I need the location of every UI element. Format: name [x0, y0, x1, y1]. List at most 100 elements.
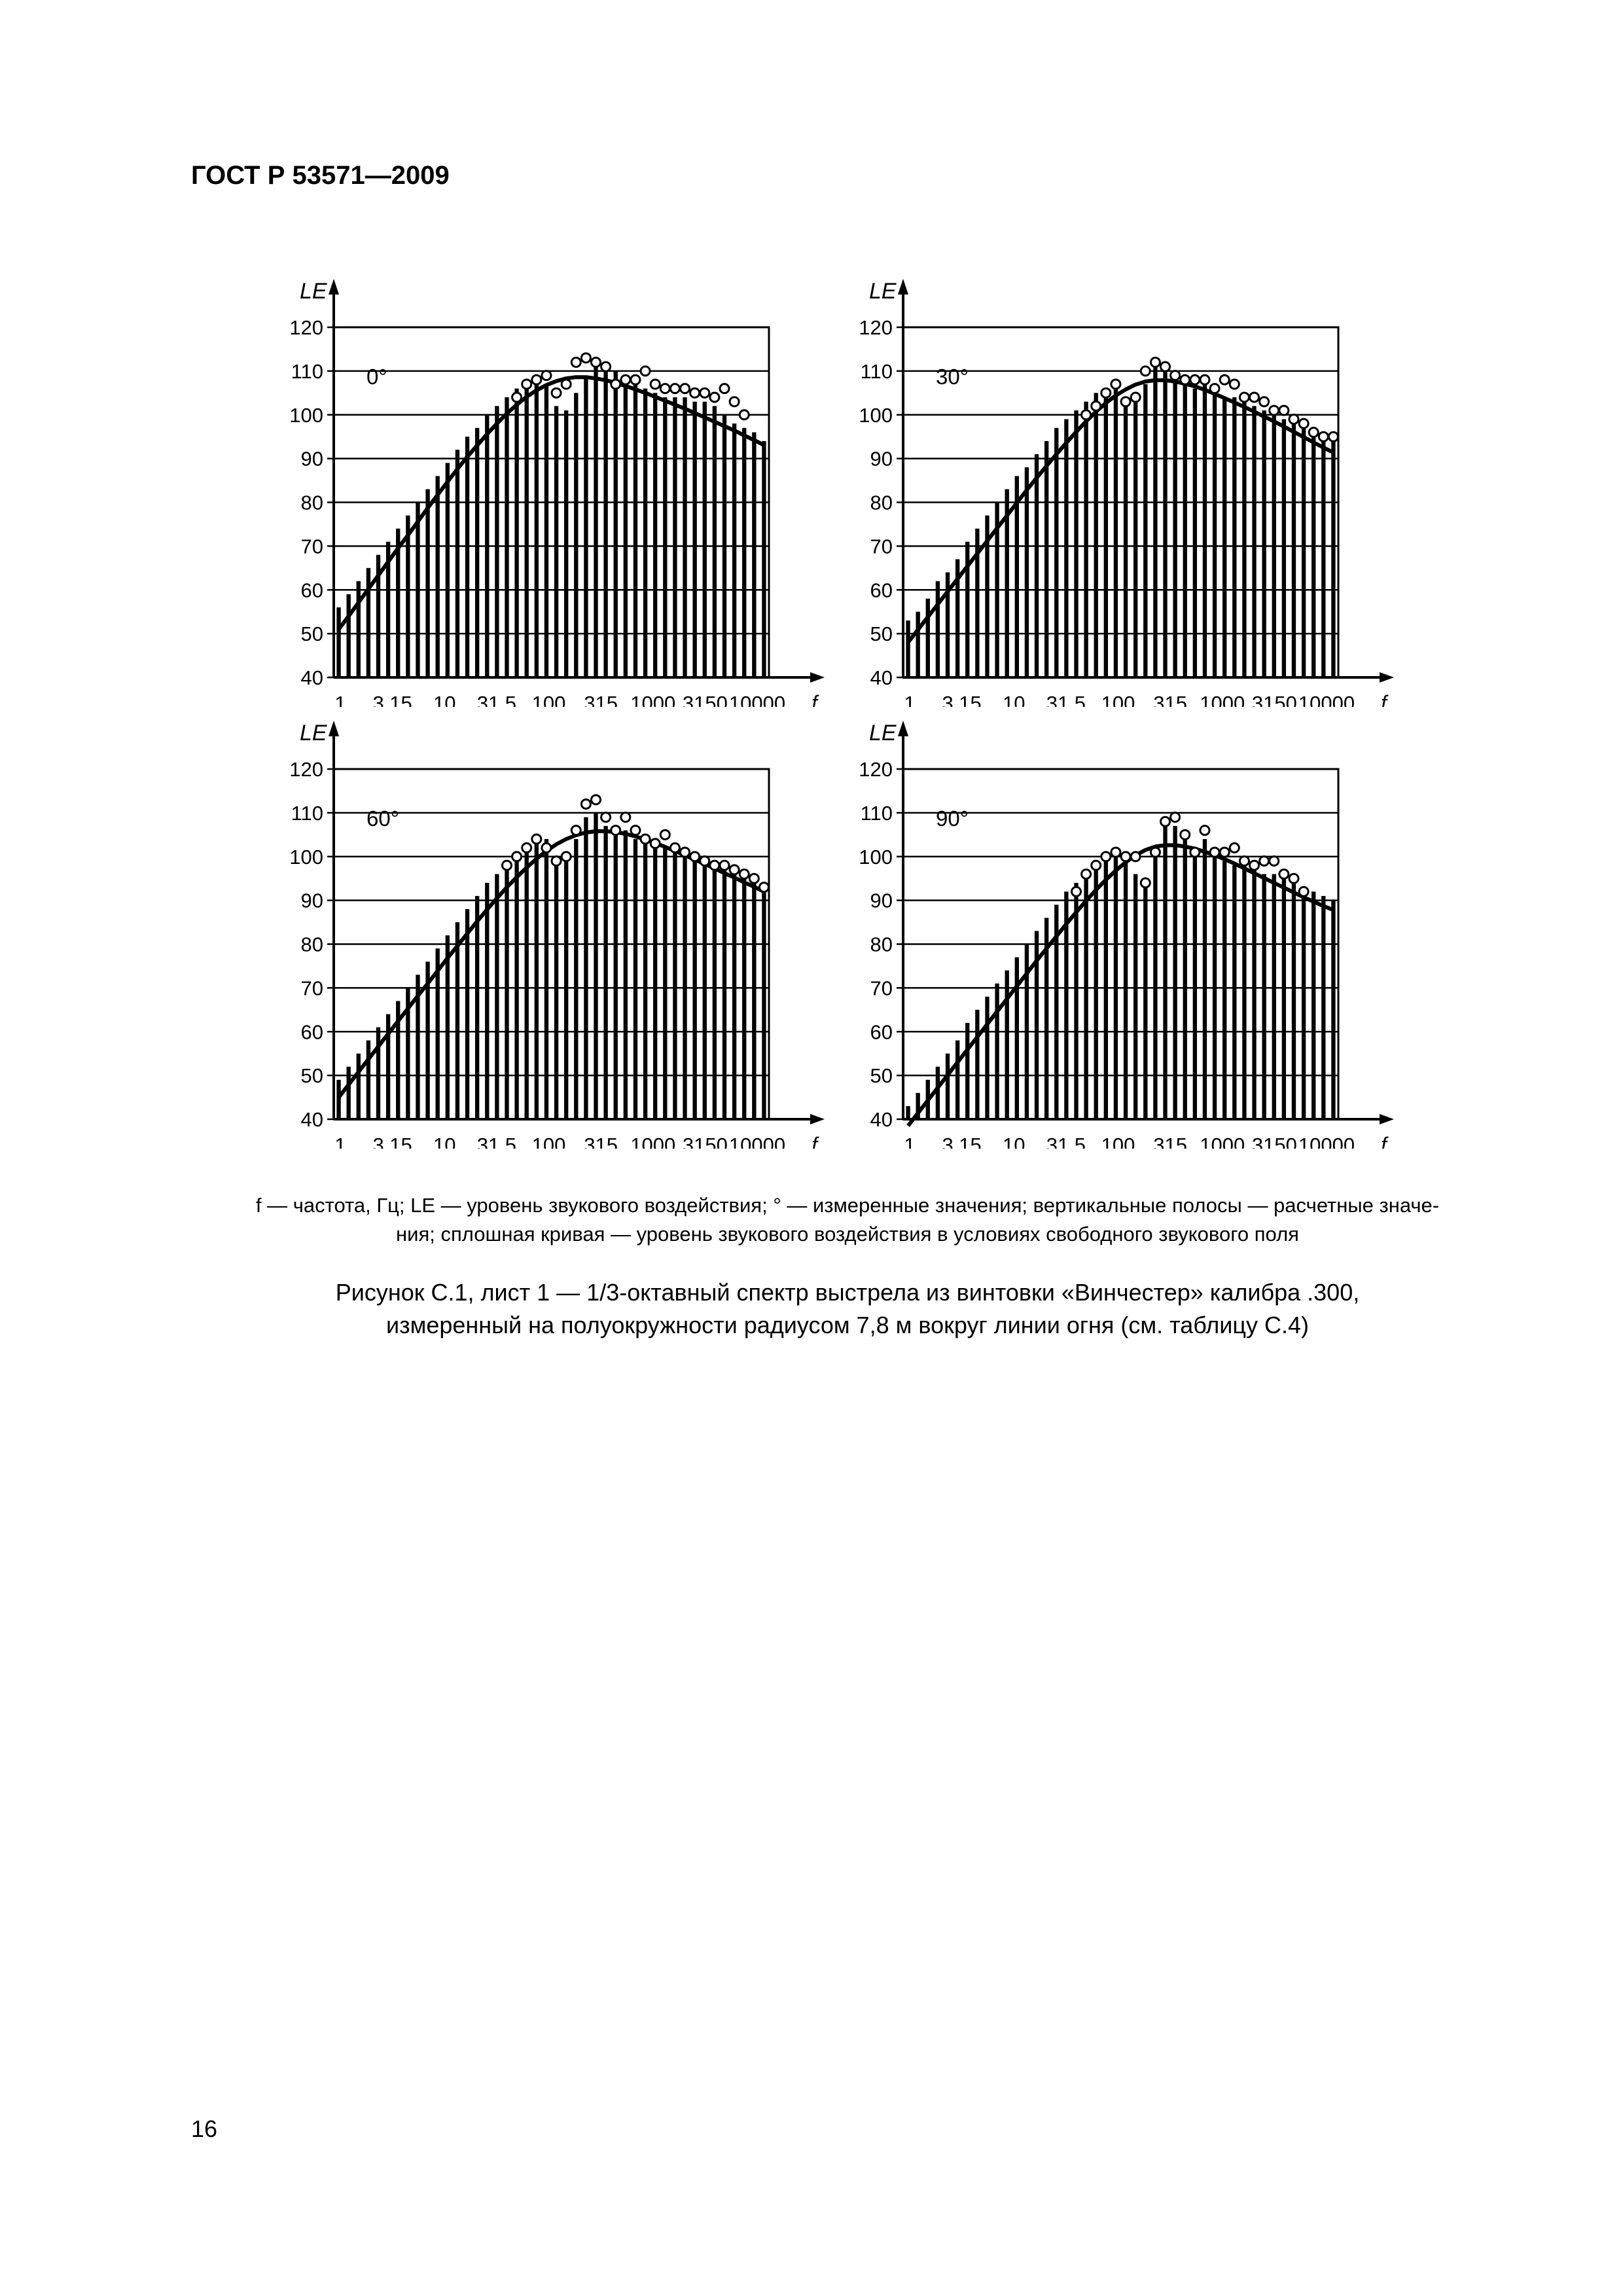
x-tick-label: 315: [1153, 1134, 1187, 1149]
y-tick-label: 110: [291, 360, 323, 383]
bar: [1094, 393, 1098, 677]
bar: [1262, 874, 1266, 1119]
bar: [495, 874, 499, 1119]
x-tick-label: 31,5: [477, 1134, 516, 1149]
bar: [1014, 476, 1019, 677]
bar: [1183, 839, 1187, 1119]
measured-point: [610, 378, 622, 390]
bar: [505, 865, 509, 1119]
bar: [594, 362, 598, 677]
measured-point: [1130, 851, 1141, 863]
bar: [485, 414, 490, 677]
bar: [455, 450, 460, 677]
figure-caption: Рисунок С.1, лист 1 — 1/3-октавный спект…: [196, 1276, 1499, 1342]
bar: [985, 515, 990, 677]
bar: [623, 375, 628, 677]
bar: [1222, 397, 1227, 677]
bar: [1242, 401, 1247, 677]
bar: [544, 839, 549, 1119]
bar: [925, 598, 930, 677]
bar: [574, 393, 579, 677]
y-tick-label: 40: [870, 1108, 893, 1131]
measured-point: [669, 383, 681, 395]
bar: [712, 406, 717, 677]
measured-point: [511, 851, 523, 863]
bar: [1192, 388, 1198, 677]
y-tick-label: 60: [870, 579, 893, 601]
y-tick-label: 60: [301, 1020, 323, 1043]
bar: [336, 607, 341, 677]
bar: [722, 414, 727, 677]
bar: [524, 848, 529, 1119]
bar: [692, 401, 697, 677]
measured-point: [649, 838, 661, 850]
bar: [955, 1040, 960, 1119]
measured-point: [620, 812, 632, 823]
chart-svg: 40 50 60 70 80 90 100 110 120 LE f 1 3,15 10 31,5 100 31…: [289, 279, 825, 707]
y-axis-arrow-icon: [898, 279, 908, 295]
measured-point: [639, 833, 651, 845]
x-axis-label: f: [1381, 1133, 1389, 1149]
x-tick-label: 1000: [1200, 692, 1245, 707]
bar: [416, 502, 420, 677]
measured-point: [1080, 409, 1092, 421]
bar: [1133, 874, 1138, 1119]
bar: [653, 848, 658, 1119]
free-field-curve: [337, 375, 765, 631]
measured-point: [1228, 842, 1240, 853]
y-tick-label: 80: [301, 492, 323, 514]
y-tick-label: 120: [289, 758, 323, 781]
bar: [1143, 882, 1148, 1119]
bar: [692, 861, 697, 1119]
bar: [416, 975, 420, 1119]
bar: [1123, 401, 1128, 677]
measured-point: [541, 370, 552, 382]
y-tick-label: 120: [859, 758, 893, 781]
measured-point: [531, 374, 543, 386]
y-tick-label: 100: [859, 846, 893, 869]
x-tick-label: 3,15: [942, 692, 981, 707]
measured-point: [748, 872, 760, 884]
bar: [1074, 882, 1079, 1119]
bar: [1163, 825, 1168, 1119]
bar: [406, 515, 410, 677]
x-tick-label: 1: [334, 692, 346, 707]
y-tick-label: 100: [289, 404, 323, 427]
x-tick-label: 3,15: [942, 1134, 981, 1149]
measured-point: [1317, 431, 1329, 442]
bar: [663, 848, 668, 1119]
bar: [1054, 427, 1059, 677]
bar: [975, 1009, 980, 1119]
bar: [1084, 874, 1088, 1119]
y-axis-label: LE: [300, 721, 327, 745]
measured-point: [669, 842, 681, 853]
bar: [1044, 440, 1049, 677]
x-tick-label: 31,5: [1046, 1134, 1086, 1149]
chart-90-degrees: 40 50 60 70 80 90 100 110 120 LE f 1 3,15 10 31,5 100 31…: [844, 717, 1407, 1149]
y-tick-label: 100: [859, 404, 893, 427]
bar: [1005, 489, 1009, 677]
bar: [1153, 852, 1158, 1119]
measured-point: [1219, 374, 1230, 386]
x-tick-label: 1000: [630, 1134, 675, 1149]
y-tick-label: 60: [301, 579, 323, 601]
bar: [732, 423, 737, 677]
measured-point: [649, 378, 661, 390]
measured-point: [659, 383, 671, 395]
bar: [1034, 454, 1039, 677]
bar: [366, 1040, 371, 1119]
bar: [534, 843, 539, 1119]
bar: [673, 852, 677, 1119]
measured-point: [1308, 427, 1319, 438]
bar: [1143, 384, 1148, 677]
bar: [336, 1079, 341, 1119]
y-tick-label: 60: [870, 1020, 893, 1043]
bar: [762, 887, 766, 1119]
x-axis-label: f: [1381, 691, 1389, 707]
bar: [623, 830, 628, 1119]
measured-point: [1169, 370, 1181, 382]
bar: [906, 620, 910, 677]
bar: [356, 1053, 361, 1119]
y-tick-label: 90: [870, 448, 893, 471]
bar: [1262, 410, 1266, 677]
